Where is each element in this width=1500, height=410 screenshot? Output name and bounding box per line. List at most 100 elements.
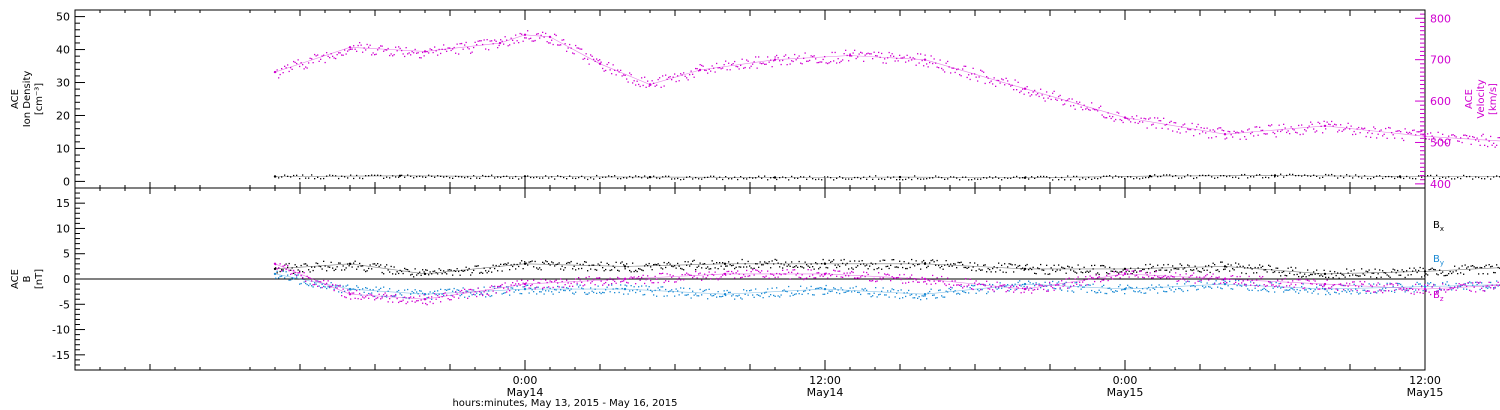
velocity-tick: 700 [1415, 54, 1451, 67]
by-series-point [884, 294, 886, 296]
bz-series-point [524, 286, 526, 288]
density-series-point [959, 179, 961, 181]
velocity-series-point [1491, 144, 1493, 146]
bx-series-point [1262, 265, 1264, 267]
bx-series-point [1310, 273, 1312, 276]
bz-series-point [1131, 270, 1133, 272]
density-series-point [560, 175, 562, 178]
by-series-point [438, 293, 440, 295]
bz-series-point [1143, 277, 1145, 279]
velocity-series-point [786, 64, 788, 66]
bz-series-point [1248, 275, 1250, 278]
velocity-series-point [843, 53, 845, 55]
velocity-series-point [1268, 124, 1270, 127]
by-series-point [441, 293, 443, 295]
velocity-series-point [615, 74, 617, 76]
velocity-series-point [920, 53, 922, 55]
by-series-point [1247, 288, 1249, 290]
velocity-series-point [1079, 101, 1081, 103]
bx-series-point [1026, 263, 1028, 266]
density-series-point [1256, 174, 1258, 176]
by-series [273, 270, 1500, 301]
velocity-series-point [536, 33, 538, 35]
by-series-point [377, 290, 379, 293]
by-series-point [632, 289, 634, 292]
velocity-series-point [1131, 116, 1133, 118]
bz-series-point [281, 270, 283, 272]
by-series-point [771, 287, 773, 289]
bz-series-point [989, 288, 991, 290]
by-series-point [1455, 282, 1457, 285]
bx-series-point [698, 265, 700, 267]
by-series-point [918, 296, 920, 298]
velocity-series-point [1368, 130, 1370, 132]
bz-series-point [1392, 284, 1394, 286]
by-series-point [1220, 287, 1222, 289]
by-series-point [374, 295, 376, 298]
bz-series-point [993, 290, 995, 292]
by-series-point [633, 286, 635, 288]
bx-series-point [1455, 270, 1457, 272]
velocity-series-point [1248, 128, 1250, 130]
velocity-series-point [480, 40, 482, 42]
bz-series-point [1241, 282, 1243, 284]
bx-series-point [1241, 272, 1243, 274]
velocity-series-point [1139, 121, 1141, 123]
by-series-point [929, 290, 931, 293]
by-series-point [465, 290, 467, 292]
by-series-point [1038, 283, 1040, 285]
by-series-point [1467, 282, 1469, 284]
by-series-point [579, 284, 581, 286]
bx-series-point [899, 260, 901, 262]
by-series-point [1097, 291, 1099, 294]
velocity-series-point [1100, 105, 1102, 107]
bz-series-point [1085, 276, 1087, 278]
bx-series-point [672, 265, 674, 268]
bz-series-point [1038, 284, 1040, 287]
by-series-point [371, 292, 373, 294]
bz-series-point [864, 275, 866, 278]
bz-series-point [1031, 292, 1033, 294]
bx-series-point [603, 270, 605, 272]
bx-series-point [941, 265, 943, 267]
by-series-point [720, 296, 722, 298]
velocity-series-point [1313, 128, 1315, 130]
by-series-point [644, 293, 646, 296]
bx-series-point [651, 269, 653, 271]
bx-series-point [1025, 264, 1027, 267]
velocity-series-point [962, 68, 964, 70]
by-series-point [1353, 283, 1355, 285]
by-series-point [1140, 291, 1142, 294]
velocity-series-point [1385, 127, 1387, 130]
velocity-series-point [1404, 128, 1406, 130]
bz-series-point [846, 272, 848, 274]
by-series-point [606, 286, 608, 288]
density-series-point [1352, 177, 1354, 179]
bx-series-point [725, 265, 727, 267]
by-series-point [372, 289, 374, 291]
velocity-series-point [528, 38, 530, 40]
bx-series-point [680, 267, 682, 270]
bx-series-point [609, 269, 611, 272]
bx-series-point [1295, 267, 1297, 269]
density-series-point [344, 176, 346, 178]
velocity-series-anchor-point [1423, 135, 1427, 138]
bz-series-point [1350, 289, 1352, 291]
bx-series-point [464, 270, 466, 272]
density-series-point [806, 178, 808, 180]
velocity-series-point [1490, 135, 1492, 138]
velocity-series-point [1350, 125, 1352, 127]
by-series-point [659, 289, 661, 291]
bx-series-point [1062, 267, 1064, 269]
by-series-point [755, 288, 757, 290]
by-series-point [411, 290, 413, 293]
bz-series-point [1089, 275, 1091, 277]
bx-series-point [1179, 263, 1181, 265]
density-series-point [1151, 176, 1153, 178]
velocity-series-point [1235, 132, 1237, 134]
bz-series-point [498, 285, 500, 288]
velocity-series-point [654, 85, 656, 87]
bz-series-point [990, 286, 992, 288]
by-series-point [1151, 284, 1153, 286]
density-series-point [308, 177, 310, 179]
